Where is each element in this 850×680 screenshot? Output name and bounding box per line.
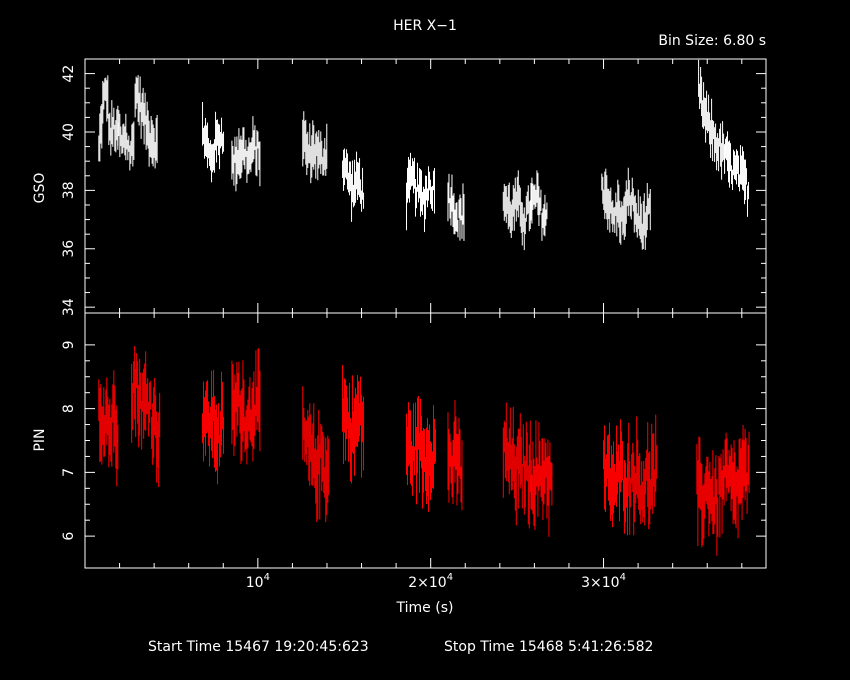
gso-segment	[623, 167, 651, 250]
gso-segment	[202, 101, 225, 183]
pin-series	[98, 346, 750, 556]
stop-time: Stop Time 15468 5:41:26:582	[444, 639, 653, 655]
pin-segment	[231, 348, 261, 465]
gso-ytick-label: 42	[61, 65, 77, 83]
pin-ytick-label: 6	[61, 532, 77, 541]
pin-segment	[696, 436, 722, 556]
gso-ytick-label: 36	[61, 240, 77, 258]
gso-segment	[134, 75, 158, 169]
pin-segment	[720, 425, 750, 539]
pin-segment	[202, 369, 225, 485]
pin-frame	[84, 312, 767, 569]
gso-series	[98, 59, 750, 251]
gso-segment	[405, 152, 435, 233]
gso-segment	[98, 75, 119, 162]
gso-segment	[698, 59, 726, 180]
pin-segment	[302, 386, 330, 523]
time-tick-label: 104	[246, 572, 270, 591]
bin-size-label: Bin Size: 6.80 s	[658, 33, 766, 49]
pin-segment	[131, 346, 161, 487]
time-tick-label: 2×104	[408, 572, 453, 591]
gso-panel: 34 36 38 40 42	[61, 58, 767, 316]
pin-segment	[405, 395, 436, 512]
time-tick-base: 10	[246, 575, 264, 591]
time-tick-label: 3×104	[581, 572, 626, 591]
chart-title: HER X−1	[393, 18, 457, 34]
time-tick-exponent: 4	[264, 572, 270, 583]
time-tick-base: 3×10	[581, 575, 619, 591]
gso-segment	[342, 148, 365, 222]
pin-ytick-label: 7	[61, 468, 77, 477]
pin-ytick-label: 9	[61, 340, 77, 349]
time-axis-label: Time (s)	[396, 600, 454, 616]
gso-segment	[502, 170, 532, 251]
gso-ytick-label: 38	[61, 181, 77, 199]
gso-segment	[231, 116, 261, 192]
gso-ytick-label: 40	[61, 123, 77, 141]
pin-segment	[530, 420, 553, 537]
pin-segment	[447, 399, 463, 511]
pin-ytick-label: 8	[61, 404, 77, 413]
gso-segment	[302, 111, 328, 184]
time-tick-exponent: 4	[447, 572, 453, 583]
gso-segment	[117, 105, 135, 171]
time-tick-base: 2×10	[408, 575, 446, 591]
gso-segment	[724, 131, 750, 217]
pin-segment	[342, 365, 365, 484]
pin-segment	[98, 370, 119, 487]
gso-ytick-label: 34	[61, 298, 77, 316]
gso-segment	[601, 168, 625, 245]
gso-segment	[447, 173, 465, 241]
pin-segment	[603, 419, 629, 536]
time-tick-exponent: 4	[620, 572, 626, 583]
pin-axis-label: PIN	[32, 428, 48, 451]
pin-segment	[502, 402, 532, 529]
pin-segment	[627, 414, 658, 536]
gso-segment	[530, 170, 548, 241]
gso-axis-label: GSO	[32, 173, 48, 204]
start-time: Start Time 15467 19:20:45:623	[148, 639, 369, 655]
